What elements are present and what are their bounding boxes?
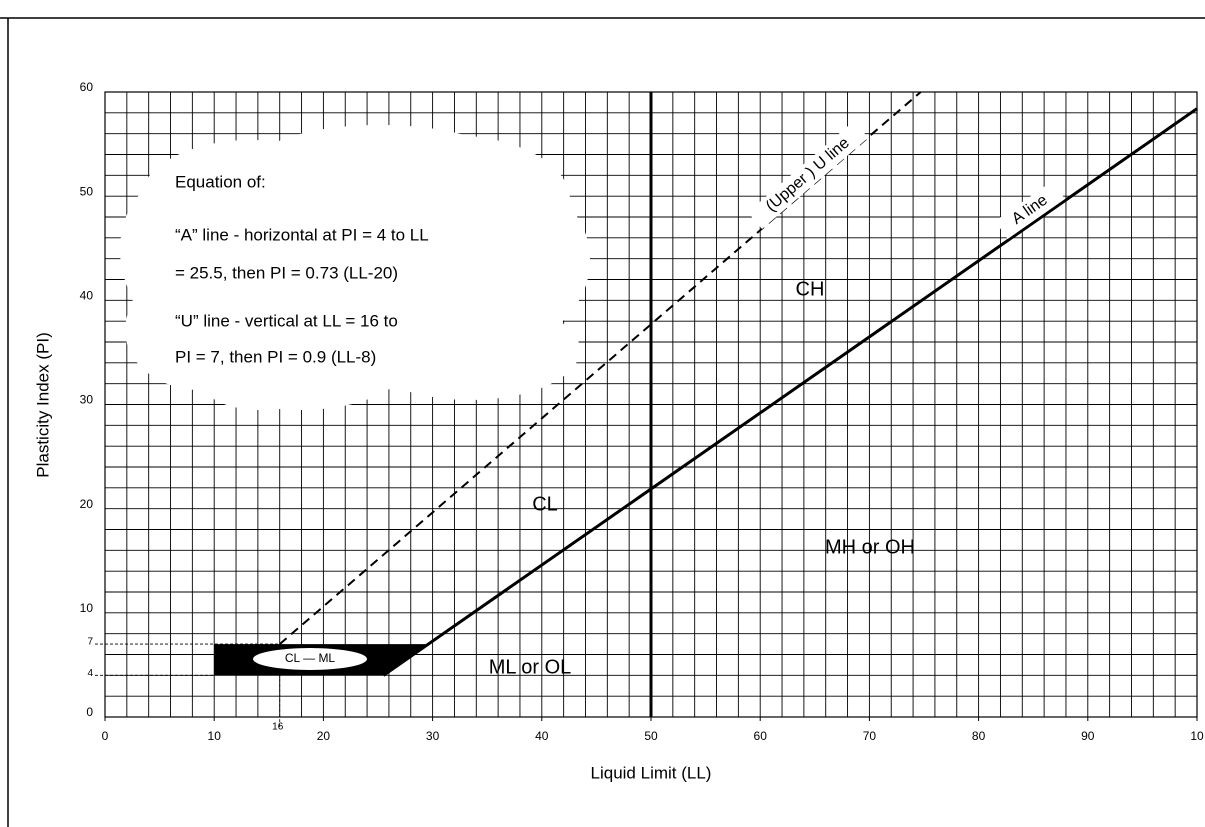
y-tick-label: 60: [80, 80, 94, 94]
x-tick-label: 80: [972, 729, 986, 743]
equation-text: Equation of:: [175, 172, 266, 191]
region-label: ML or OL: [489, 656, 572, 678]
region-label: CH: [796, 278, 825, 300]
equation-cloud: [120, 180, 220, 320]
series-line: [279, 91, 922, 645]
line-label-bg: [995, 180, 1065, 240]
equation-cloud: [200, 350, 320, 410]
x-tick-label: 30: [426, 729, 440, 743]
x-tick-label: 60: [754, 729, 768, 743]
series-line: [382, 107, 1198, 677]
line-label-bg: [747, 121, 869, 229]
equation-cloud: [260, 125, 500, 195]
y-tick-label: 20: [80, 497, 94, 511]
y-tick-label: 40: [80, 289, 94, 303]
y-tick-label: 50: [80, 184, 94, 198]
cl-ml-ellipse: [253, 648, 367, 670]
line-label: (Upper ) U line: [763, 134, 853, 215]
x-axis-title: Liquid Limit (LL): [591, 763, 712, 782]
cl-ml-label: CL — ML: [285, 651, 336, 665]
equation-text: PI = 7, then PI = 0.9 (LL-8): [175, 347, 376, 366]
region-label: CL: [532, 493, 558, 515]
y-tick-label: 0: [86, 705, 93, 719]
equation-cloud: [470, 190, 590, 330]
guide-label: 16: [272, 722, 284, 733]
region-label: MH or OH: [825, 536, 915, 558]
x-tick-label: 10: [1190, 729, 1204, 743]
y-tick-label: 10: [80, 601, 94, 615]
y-axis-title: Plasticity Index (PI): [33, 332, 52, 478]
x-tick-label: 90: [1081, 729, 1095, 743]
x-tick-label: 70: [863, 729, 877, 743]
x-tick-label: 0: [102, 729, 109, 743]
y-tick-label: 7: [87, 637, 93, 648]
y-tick-label: 30: [80, 393, 94, 407]
x-tick-label: 10: [208, 729, 222, 743]
line-label-group: A line: [995, 180, 1065, 240]
equation-text: = 25.5, then PI = 0.73 (LL-20): [175, 263, 398, 282]
x-tick-label: 40: [535, 729, 549, 743]
equation-text: “A” line - horizontal at PI = 4 to LL: [175, 225, 429, 244]
y-tick-label: 4: [87, 668, 93, 679]
equation-text: “U” line - vertical at LL = 16 to: [175, 311, 398, 330]
x-tick-label: 50: [644, 729, 658, 743]
x-tick-label: 20: [317, 729, 331, 743]
